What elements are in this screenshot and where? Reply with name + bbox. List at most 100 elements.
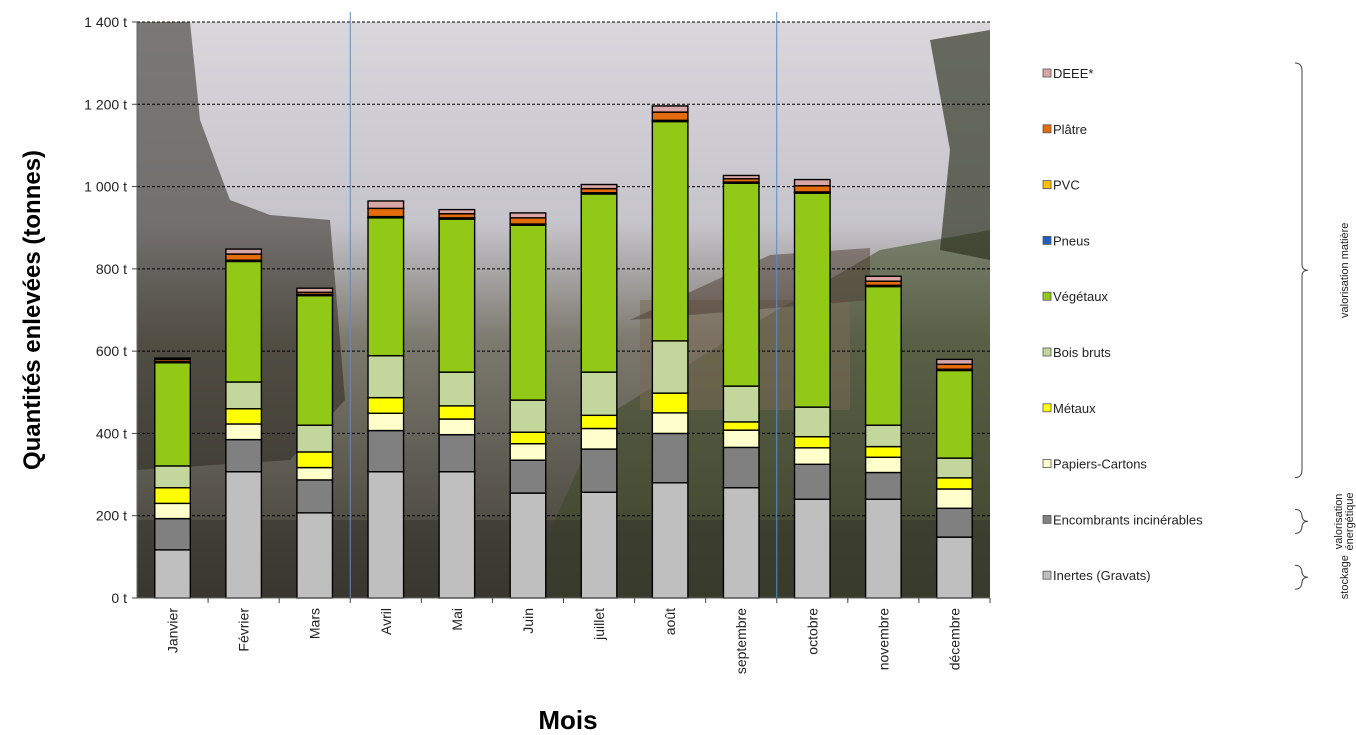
y-tick-label: 1 200 t	[84, 96, 127, 112]
bar-segment	[154, 549, 192, 599]
bar-segment	[793, 436, 831, 449]
bar-segment	[935, 363, 973, 370]
bar-segment	[793, 406, 831, 438]
bar-segment	[722, 182, 760, 387]
legend-label: Bois bruts	[1053, 345, 1111, 360]
y-tick-label: 200 t	[96, 508, 127, 524]
bar-segment	[651, 432, 689, 484]
bar-segment	[225, 248, 263, 255]
bar-segment	[154, 361, 192, 467]
bar-segment	[651, 412, 689, 435]
bar-segment	[580, 414, 618, 430]
bar-segment	[296, 424, 334, 453]
bar-segment	[793, 498, 831, 599]
y-tick-label: 400 t	[96, 425, 127, 441]
bar-segment	[438, 433, 476, 473]
legend-label: Inertes (Gravats)	[1053, 568, 1151, 583]
bar-segment	[296, 479, 334, 514]
photo-background	[137, 22, 990, 598]
legend-swatch	[1042, 180, 1052, 190]
bar-segment	[296, 466, 334, 481]
bar-segment	[651, 392, 689, 414]
bar-segment	[935, 457, 973, 479]
y-tick-label: 1 400 t	[84, 14, 127, 30]
group-label: stockage	[1339, 555, 1351, 599]
group-label: valorisation	[1333, 494, 1345, 550]
bar-segment	[509, 443, 547, 461]
x-tick-label: août	[662, 608, 678, 635]
bar-segment	[225, 408, 263, 425]
bar-segment	[296, 294, 334, 426]
bar-segment	[509, 224, 547, 401]
bar-segment	[935, 477, 973, 490]
legend-label: Pneus	[1053, 233, 1090, 248]
bar-segment	[367, 200, 405, 210]
bar-segment	[651, 340, 689, 394]
bar-segment	[367, 429, 405, 473]
legend-label: Encombrants incinérables	[1053, 512, 1203, 527]
bar-segment	[864, 285, 902, 426]
legend-label: PVC	[1053, 178, 1080, 193]
bar-segment	[722, 421, 760, 431]
bar-segment	[580, 193, 618, 373]
bar-segment	[864, 275, 902, 282]
bar-segment	[580, 371, 618, 417]
bar-segment	[438, 371, 476, 407]
legend-swatch	[1042, 68, 1052, 78]
bar-segment	[438, 470, 476, 599]
bar-segment	[722, 385, 760, 423]
legend-swatch	[1042, 515, 1052, 524]
legend-swatch	[1042, 291, 1052, 301]
group-brace	[1294, 508, 1309, 534]
x-tick-label: novembre	[875, 608, 891, 670]
bar-segment	[651, 482, 689, 599]
bar-segment	[367, 396, 405, 414]
bar-segment	[154, 465, 192, 489]
bar-segment	[864, 471, 902, 500]
bar-segment	[935, 536, 973, 599]
bar-segment	[580, 448, 618, 493]
x-tick-label: décembre	[946, 608, 962, 670]
legend-label: Plâtre	[1053, 122, 1087, 137]
bar-segment	[935, 358, 973, 366]
bar-segment	[935, 369, 973, 459]
bar-segment	[225, 470, 263, 599]
legend-swatch	[1042, 459, 1052, 469]
bar-segment	[722, 174, 760, 180]
x-tick-label: Avril	[378, 608, 394, 635]
bar-segment	[154, 517, 192, 551]
bar-segment	[793, 185, 831, 193]
group-brace	[1294, 62, 1309, 479]
x-tick-label: Janvier	[165, 608, 181, 653]
x-tick-label: juillet	[591, 608, 607, 641]
y-axis-title: Quantités enlevées (tonnes)	[19, 150, 46, 470]
bar-segment	[509, 459, 547, 494]
bar-segment	[651, 120, 689, 342]
bar-segment	[296, 512, 334, 599]
y-tick-label: 600 t	[96, 343, 127, 359]
group-label: énergétique	[1344, 492, 1356, 550]
bar-segment	[864, 424, 902, 448]
gridlines	[137, 12, 990, 598]
bar-segment	[580, 427, 618, 450]
bar-segment	[651, 105, 689, 113]
bar-segment	[225, 381, 263, 410]
group-label: valorisation matière	[1339, 223, 1351, 318]
bar-segment	[864, 456, 902, 474]
bar-segment	[580, 491, 618, 599]
bar-segment	[438, 405, 476, 420]
bar-segment	[154, 502, 192, 520]
bar-segment	[225, 423, 263, 441]
y-tick-label: 1 000 t	[84, 179, 127, 195]
bar-segment	[154, 357, 192, 361]
bar-segment	[367, 412, 405, 432]
bar-segment	[296, 287, 334, 294]
bar-segment	[509, 492, 547, 599]
legend-swatch	[1042, 570, 1052, 580]
bar-segment	[793, 463, 831, 500]
bar-segment	[367, 354, 405, 399]
bar-segment	[722, 487, 760, 599]
bar-segment	[935, 488, 973, 510]
bar-segment	[722, 429, 760, 449]
